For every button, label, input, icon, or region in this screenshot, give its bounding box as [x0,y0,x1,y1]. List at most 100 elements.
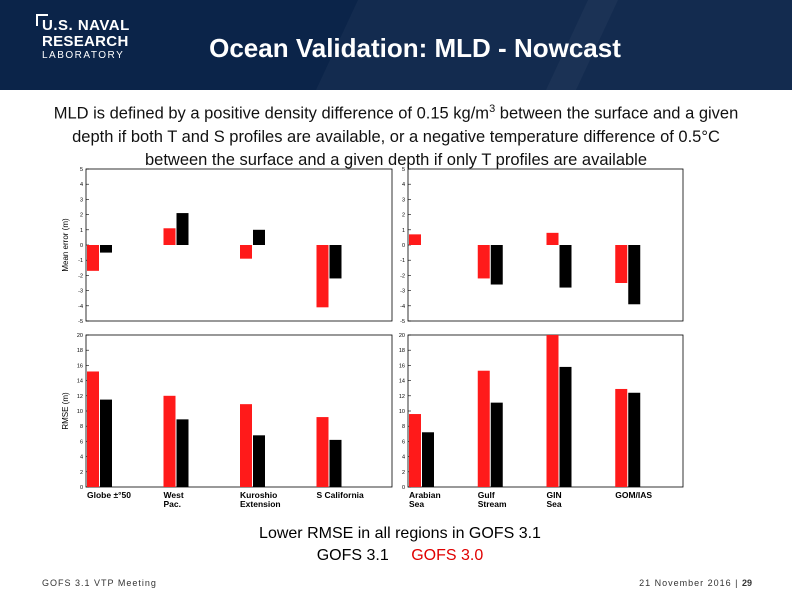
header-banner: U.S. NAVAL RESEARCH LABORATORY Ocean Val… [0,0,792,90]
desc-line1-pre: MLD is defined by a positive density dif… [53,104,490,123]
mean-right-ytick-label: -4 [400,304,405,310]
rmse-left-bar-gofs30 [163,395,176,487]
rmse-right-bar-gofs30 [546,335,559,487]
mean-right-ytick-label: 1 [402,228,405,234]
rmse-left-bar-gofs30 [316,417,329,487]
rmse-left-ytick-label: 0 [80,485,83,491]
footer-meeting: GOFS 3.1 VTP Meeting [42,578,157,588]
rmse-left-bar-gofs30 [87,371,99,487]
mean-right-ytick-label: 3 [402,197,405,203]
mean-left-ytick-label: 0 [80,243,83,249]
rmse-left-bar-gofs31 [253,435,265,487]
summary: Lower RMSE in all regions in GOFS 3.1 GO… [200,523,600,567]
rmse-right-bar-gofs30 [615,388,628,487]
rmse-right-bar-gofs31 [422,432,434,487]
mean-left-ylabel: Mean error (m) [61,218,70,272]
mean-left-bar-gofs31 [329,245,342,279]
rmse-left-bar-gofs31 [329,439,342,487]
rmse-left-bar-gofs30 [240,404,252,487]
rmse-left-ytick-label: 6 [80,439,83,445]
rmse-right-bar-gofs31 [628,392,641,487]
mean-left-bar-gofs30 [163,228,176,245]
summary-text: Lower RMSE in all regions in GOFS 3.1 [259,525,541,542]
mean-left-bar-gofs31 [100,245,112,253]
desc-line3: between the surface and a given depth if… [144,150,648,169]
mean-left-ytick-label: -1 [78,258,83,264]
rmse-right-ytick-label: 4 [402,455,405,461]
rmse-right-ytick-label: 0 [402,485,405,491]
rmse-right-ytick-label: 20 [399,333,405,339]
rmse-left-ytick-label: 16 [77,363,83,369]
rmse-right-xtick-label: Stream [478,499,507,509]
rmse-right-xtick-label: Sea [409,499,424,509]
mean-right-ytick-label: -5 [400,319,405,325]
desc-line2: depth if both T and S profiles are avail… [72,127,720,146]
rmse-left-ytick-label: 20 [77,333,83,339]
mean-right-bar-gofs30 [409,234,421,245]
mean-left-ytick-label: -2 [78,273,83,279]
legend: GOFS 3.1 GOFS 3.0 [200,545,600,567]
mean-right-bar-gofs30 [477,245,490,279]
rmse-right-bar-gofs30 [409,414,421,487]
mean-right-bar-gofs31 [628,245,641,305]
legend-gofs31: GOFS 3.1 [316,547,389,564]
rmse-left-ytick-label: 2 [80,470,83,476]
mean-left-ytick-label: 5 [80,167,83,173]
rmse-left-ytick-label: 12 [77,394,83,400]
rmse-left-ytick-label: 18 [77,348,83,354]
mean-right-ytick-label: -1 [400,258,405,264]
rmse-right-xtick-label: GOM/IAS [615,490,652,500]
desc-line1-sup: 3 [489,103,496,115]
mean-left-ytick-label: -4 [78,304,83,310]
mean-right-ytick-label: 2 [402,213,405,219]
mean-left-ytick-label: -5 [78,319,83,325]
logo-line2: RESEARCH [42,33,129,50]
nrl-logo: U.S. NAVAL RESEARCH LABORATORY [36,14,132,62]
mean-right-bar-gofs31 [559,245,572,288]
rmse-right-xtick-label: Sea [547,499,562,509]
rmse-right-ytick-label: 18 [399,348,405,354]
mean-right-ytick-label: 5 [402,167,405,173]
mean-left-ytick-label: 2 [80,213,83,219]
mean-left-frame [85,168,393,322]
rmse-left-xtick-label: S California [317,490,365,500]
mean-left-ytick-label: 3 [80,197,83,203]
logo-mark-icon [36,14,48,26]
page-number: 29 [741,578,752,588]
rmse-left-xtick-label: Pac. [164,499,182,509]
mean-left-ytick-label: 4 [80,182,83,188]
rmse-left-frame [85,334,393,488]
rmse-right-ytick-label: 16 [399,363,405,369]
legend-gofs30: GOFS 3.0 [411,547,484,564]
mean-right-ytick-label: -2 [400,273,405,279]
slide-title: Ocean Validation: MLD - Nowcast [209,33,621,63]
rmse-left-xtick-label: Kuroshio [240,490,277,500]
rmse-right-xtick-label: GIN [547,490,562,500]
mean-left-bar-gofs31 [253,229,265,245]
rmse-left-bar-gofs31 [100,399,112,487]
rmse-left-bar-gofs31 [176,419,189,487]
rmse-right-ytick-label: 10 [399,409,405,415]
mean-right-frame [407,168,684,322]
desc-line1-post: between the surface and a given [495,104,739,123]
rmse-left-ytick-label: 4 [80,455,83,461]
rmse-right-ytick-label: 14 [399,379,405,385]
rmse-left-ytick-label: 14 [77,379,83,385]
mean-left-bar-gofs30 [87,245,99,271]
mean-right-bar-gofs30 [615,245,628,283]
rmse-right-bar-gofs31 [490,402,503,487]
rmse-right-xtick-label: Gulf [478,490,495,500]
rmse-left-xtick-label: West [164,490,184,500]
mean-left-ytick-label: -3 [78,289,83,295]
logo-line3: LABORATORY [42,50,125,61]
rmse-right-ytick-label: 2 [402,470,405,476]
mean-left-bar-gofs30 [316,245,329,308]
mean-left-ytick-label: 1 [80,228,83,234]
mean-right-ytick-label: 0 [402,243,405,249]
rmse-right-xtick-label: Arabian [409,490,441,500]
mean-right-bar-gofs30 [546,232,559,245]
mean-right-ytick-label: -3 [400,289,405,295]
rmse-left-xtick-label: Extension [240,499,281,509]
footer-date-page: 21 November 2016 | 29 [639,578,752,588]
